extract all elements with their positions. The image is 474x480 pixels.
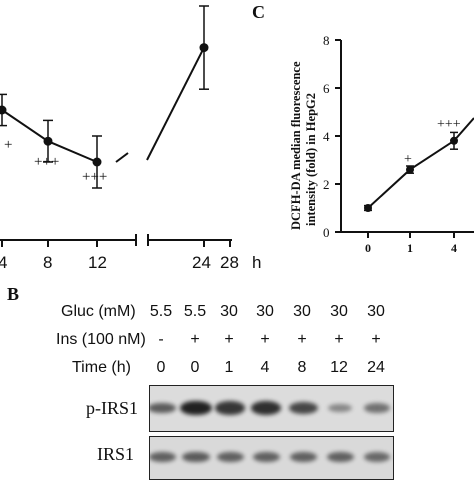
- blot-band: [252, 451, 280, 463]
- blot-irs1: [149, 436, 394, 480]
- condition-cell: 5.5: [183, 303, 207, 320]
- panel-a-data-point: [43, 136, 53, 146]
- blot-band: [327, 403, 353, 413]
- blot-band: [289, 451, 317, 463]
- condition-cell: 1: [224, 359, 234, 376]
- blot-band: [364, 403, 390, 413]
- panel-a-series-line: [146, 47, 205, 161]
- row-label-ins: Ins (100 nM): [56, 331, 146, 348]
- blot-band: [150, 402, 176, 414]
- condition-cell: +: [190, 331, 200, 348]
- condition-cell: +: [260, 331, 270, 348]
- condition-cell: 8: [297, 359, 307, 376]
- panel-a-xtick-label: 24: [192, 253, 211, 272]
- panel-a-chart: 4 8 12 24 28 h + +++ +++: [0, 5, 261, 272]
- panel-c-ticks: 0 2 4 6 8 0 1 4: [323, 33, 457, 255]
- blot-band: [326, 451, 354, 463]
- panel-c-ytick-label: 0: [323, 225, 330, 240]
- condition-cell: 30: [330, 303, 348, 320]
- panel-c-xtick-label: 4: [451, 241, 457, 255]
- condition-cell: 30: [367, 303, 385, 320]
- condition-cell: 0: [156, 359, 166, 376]
- blot-band: [288, 401, 318, 415]
- blot-band: [182, 451, 210, 463]
- panel-c-ylabel-line2: intensity (fold) in HepG2: [304, 93, 318, 226]
- condition-cell: 30: [293, 303, 311, 320]
- blot-label-p-irs1: p-IRS1: [86, 398, 139, 418]
- panel-c-annotation: +: [404, 152, 412, 167]
- panel-c-ytick-label: 2: [323, 177, 330, 192]
- blot-label-irs1: IRS1: [97, 444, 135, 464]
- panel-c-series-line: [367, 117, 474, 209]
- blot-band: [150, 451, 176, 463]
- panel-a-series-line-stub: [115, 152, 129, 163]
- panel-c-ytick-label: 4: [323, 129, 330, 144]
- panel-a-plot-area: [0, 5, 209, 189]
- condition-cell: 30: [256, 303, 274, 320]
- blot-band: [250, 401, 282, 415]
- blot-band: [180, 400, 212, 416]
- condition-cell: +: [297, 331, 307, 348]
- panel-c-xtick-label: 1: [407, 241, 413, 255]
- condition-cell: +: [334, 331, 344, 348]
- panel-a-xtick-label: 28: [220, 253, 239, 272]
- condition-cell: 5.5: [149, 303, 173, 320]
- panel-a-xtick-label: 4: [0, 253, 7, 272]
- panel-a-annotation: +++: [34, 154, 59, 170]
- condition-cell: 4: [260, 359, 270, 376]
- panel-a-data-point: [92, 157, 102, 167]
- panel-b-letter: B: [7, 284, 20, 304]
- row-label-gluc: Gluc (mM): [61, 303, 136, 320]
- condition-cell: 24: [367, 359, 385, 376]
- panel-c-xtick-label: 0: [365, 241, 371, 255]
- panel-c-chart: DCFH-DA median fluorescence intensity (f…: [289, 33, 474, 255]
- panel-a-data-point: [0, 105, 7, 115]
- panel-a-x-unit: h: [252, 253, 261, 272]
- panel-c-data-point: [406, 165, 414, 174]
- condition-cell: +: [371, 331, 381, 348]
- condition-cell: +: [224, 331, 234, 348]
- panel-a-annotation: +++: [82, 169, 107, 185]
- condition-cell: 0: [190, 359, 200, 376]
- panel-c-ytick-label: 6: [323, 81, 330, 96]
- panel-c-plot-area: [364, 117, 474, 212]
- panel-c-ytick-label: 8: [323, 33, 330, 48]
- blot-band: [363, 451, 391, 463]
- panel-c-annotation: +++: [437, 117, 461, 132]
- condition-cell: 30: [220, 303, 238, 320]
- panel-a-xtick-label: 12: [88, 253, 107, 272]
- row-label-time: Time (h): [72, 359, 131, 376]
- panel-a-xtick-label: 8: [43, 253, 52, 272]
- panel-a-data-point: [199, 43, 209, 53]
- condition-cell: -: [158, 331, 164, 348]
- condition-cell: 12: [330, 359, 348, 376]
- blot-band: [215, 401, 245, 415]
- panel-c-letter: C: [252, 2, 265, 22]
- panel-c-data-point: [364, 204, 372, 212]
- panel-a-annotation: +: [4, 137, 12, 153]
- panel-c-ylabel-line1: DCFH-DA median fluorescence: [289, 61, 303, 230]
- panel-c-data-point: [450, 136, 458, 145]
- blot-p-irs1: [149, 385, 394, 432]
- blot-band: [216, 451, 244, 463]
